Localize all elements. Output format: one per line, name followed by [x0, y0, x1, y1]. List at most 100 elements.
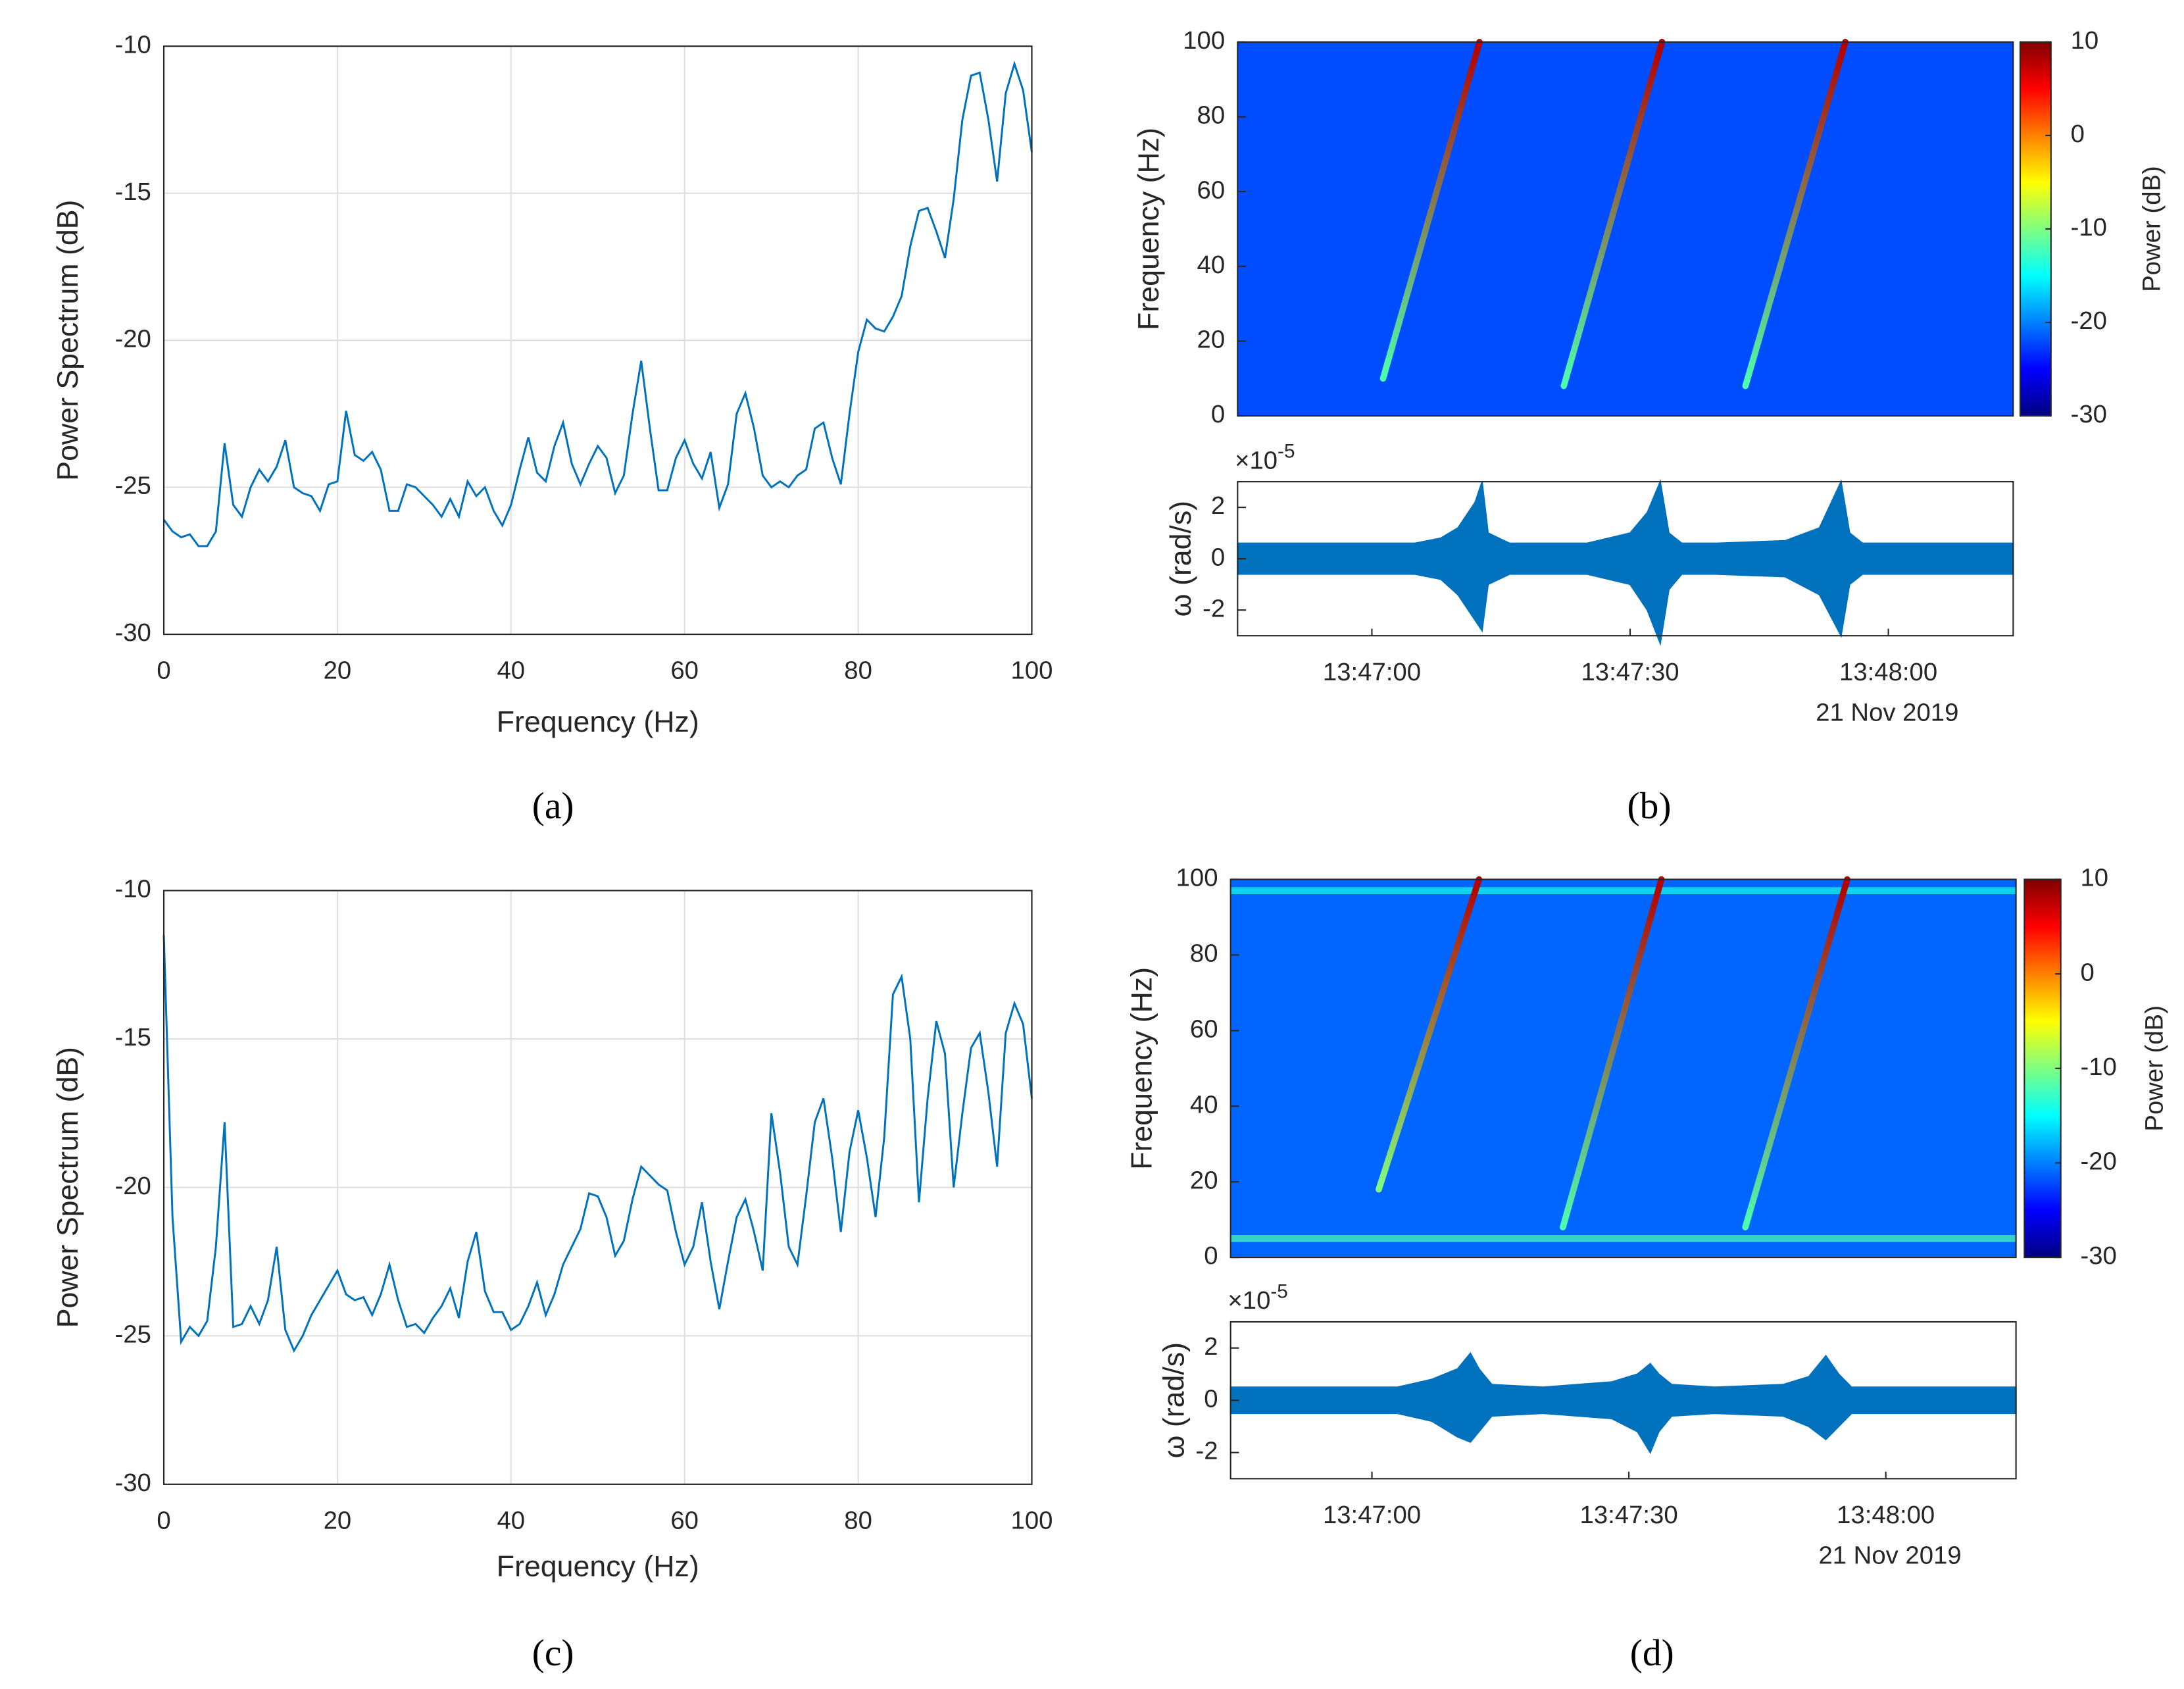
colorbar [2023, 878, 2062, 1259]
date-label: 21 Nov 2019 [1816, 698, 1958, 726]
y-tick-label: -10 [115, 30, 151, 59]
exponent-base: ×10 [1235, 446, 1278, 474]
signal-envelope [1237, 558, 2014, 646]
y-axis-label: ω (rad/s) [1165, 501, 1197, 617]
y-tick-label: 0 [1211, 400, 1225, 428]
y-tick-label: -25 [115, 1320, 151, 1348]
chirp-track [1376, 876, 1483, 1193]
axes-frame [1237, 41, 2014, 417]
panel-caption: (d) [1630, 1632, 1674, 1674]
panel-caption: (c) [532, 1632, 574, 1674]
y-tick-label: 2 [1204, 1332, 1218, 1361]
date-label: 21 Nov 2019 [1818, 1542, 1961, 1570]
x-tick-label: 13:47:00 [1323, 658, 1421, 686]
signal-envelope [1229, 1351, 2017, 1401]
y-axis-label: Power Spectrum (dB) [52, 200, 84, 481]
x-tick-label: 0 [157, 1506, 170, 1534]
y-tick-label: 0 [1204, 1384, 1218, 1413]
y-tick-label: 60 [1190, 1015, 1218, 1043]
exponent-base: ×10 [1228, 1286, 1270, 1315]
chirp-track [1379, 39, 1483, 382]
x-tick-label: 0 [157, 657, 170, 685]
signal-envelope [1229, 1399, 2017, 1454]
colorbar-tick-label: -20 [2080, 1147, 2116, 1176]
y-axis-label: ω (rad/s) [1158, 1342, 1191, 1458]
x-tick-label: 60 [670, 657, 699, 685]
y-tick-label: -2 [1203, 594, 1225, 622]
colorbar-tick-label: -10 [2080, 1053, 2116, 1081]
y-tick-label: -30 [115, 618, 151, 647]
colorbar-tick-label: 10 [2080, 864, 2108, 892]
y-tick-label: -2 [1195, 1437, 1218, 1465]
chirp-track [1742, 39, 1849, 390]
y-tick-label: 0 [1204, 1242, 1218, 1270]
x-tick-label: 100 [1011, 657, 1053, 685]
y-tick-label: 40 [1197, 251, 1226, 279]
spectrogram-background [1237, 41, 2014, 416]
y-tick-label: -10 [115, 875, 151, 903]
colorbar-tick-label: 0 [2080, 958, 2094, 986]
x-tick-label: 60 [670, 1506, 699, 1534]
exponent-power: -5 [1278, 440, 1295, 462]
colorbar-label: Power (dB) [2137, 166, 2166, 292]
y-axis-label: Frequency (Hz) [1126, 967, 1158, 1170]
axes-frame [1229, 1321, 2017, 1480]
colorbar-tick-label: -20 [2071, 307, 2107, 335]
spectrogram-background [1230, 879, 2016, 1258]
colorbar-tick-label: -10 [2071, 213, 2107, 241]
x-tick-label: 80 [844, 1506, 872, 1534]
colorbar-tick-label: -30 [2080, 1242, 2116, 1270]
x-tick-label: 13:48:00 [1839, 658, 1937, 686]
x-tick-label: 13:47:00 [1323, 1501, 1421, 1529]
axes-frame [162, 890, 1033, 1485]
y-tick-label: -30 [115, 1469, 151, 1497]
y-tick-label: 80 [1197, 101, 1226, 130]
panel-caption: (a) [532, 785, 574, 826]
x-tick-label: 40 [497, 657, 526, 685]
x-tick-label: 80 [844, 657, 872, 685]
y-tick-label: -25 [115, 472, 151, 500]
y-tick-label: 0 [1211, 543, 1225, 571]
y-tick-label: -20 [115, 1172, 151, 1200]
chirp-track [1560, 39, 1666, 390]
chirp-track [1742, 876, 1850, 1230]
axes-frame [1237, 481, 2014, 637]
x-axis-label: Frequency (Hz) [497, 1550, 699, 1582]
x-axis-label: Frequency (Hz) [497, 706, 699, 738]
y-tick-label: 80 [1190, 940, 1218, 968]
colorbar-tick-label: 0 [2071, 120, 2085, 148]
x-tick-label: 13:47:30 [1580, 1501, 1678, 1529]
y-tick-label: 100 [1176, 864, 1218, 892]
x-tick-label: 20 [324, 1506, 352, 1534]
x-tick-label: 13:48:00 [1837, 1501, 1935, 1529]
spectrum-line [162, 61, 1033, 547]
colorbar-tick-label: -30 [2071, 400, 2107, 428]
axes-frame [1229, 878, 2017, 1259]
exponent-power: -5 [1270, 1280, 1287, 1302]
axes-frame [162, 45, 1033, 636]
y-tick-label: -20 [115, 324, 151, 353]
colorbar-tick-label: 10 [2071, 26, 2099, 55]
x-tick-label: 20 [324, 657, 352, 685]
y-tick-label: 60 [1197, 176, 1226, 204]
y-tick-label: 20 [1190, 1166, 1218, 1194]
colorbar-label: Power (dB) [2141, 1005, 2169, 1132]
y-tick-label: 100 [1183, 26, 1225, 55]
y-tick-label: -15 [115, 1023, 151, 1051]
spectrum-line [162, 935, 1033, 1353]
y-tick-label: 2 [1211, 492, 1225, 520]
chirp-track [1560, 876, 1665, 1230]
x-tick-label: 40 [497, 1506, 526, 1534]
panel-caption: (b) [1627, 785, 1672, 826]
x-tick-label: 100 [1011, 1506, 1053, 1534]
axis-exponent: ×10-5 [1235, 440, 1295, 474]
y-axis-label: Frequency (Hz) [1133, 128, 1165, 330]
y-axis-label: Power Spectrum (dB) [52, 1047, 84, 1328]
y-tick-label: 20 [1197, 326, 1226, 354]
x-tick-label: 13:47:30 [1581, 658, 1679, 686]
signal-envelope [1237, 479, 2014, 560]
axis-exponent: ×10-5 [1228, 1280, 1287, 1315]
y-tick-label: -15 [115, 178, 151, 206]
y-tick-label: 40 [1190, 1090, 1218, 1119]
